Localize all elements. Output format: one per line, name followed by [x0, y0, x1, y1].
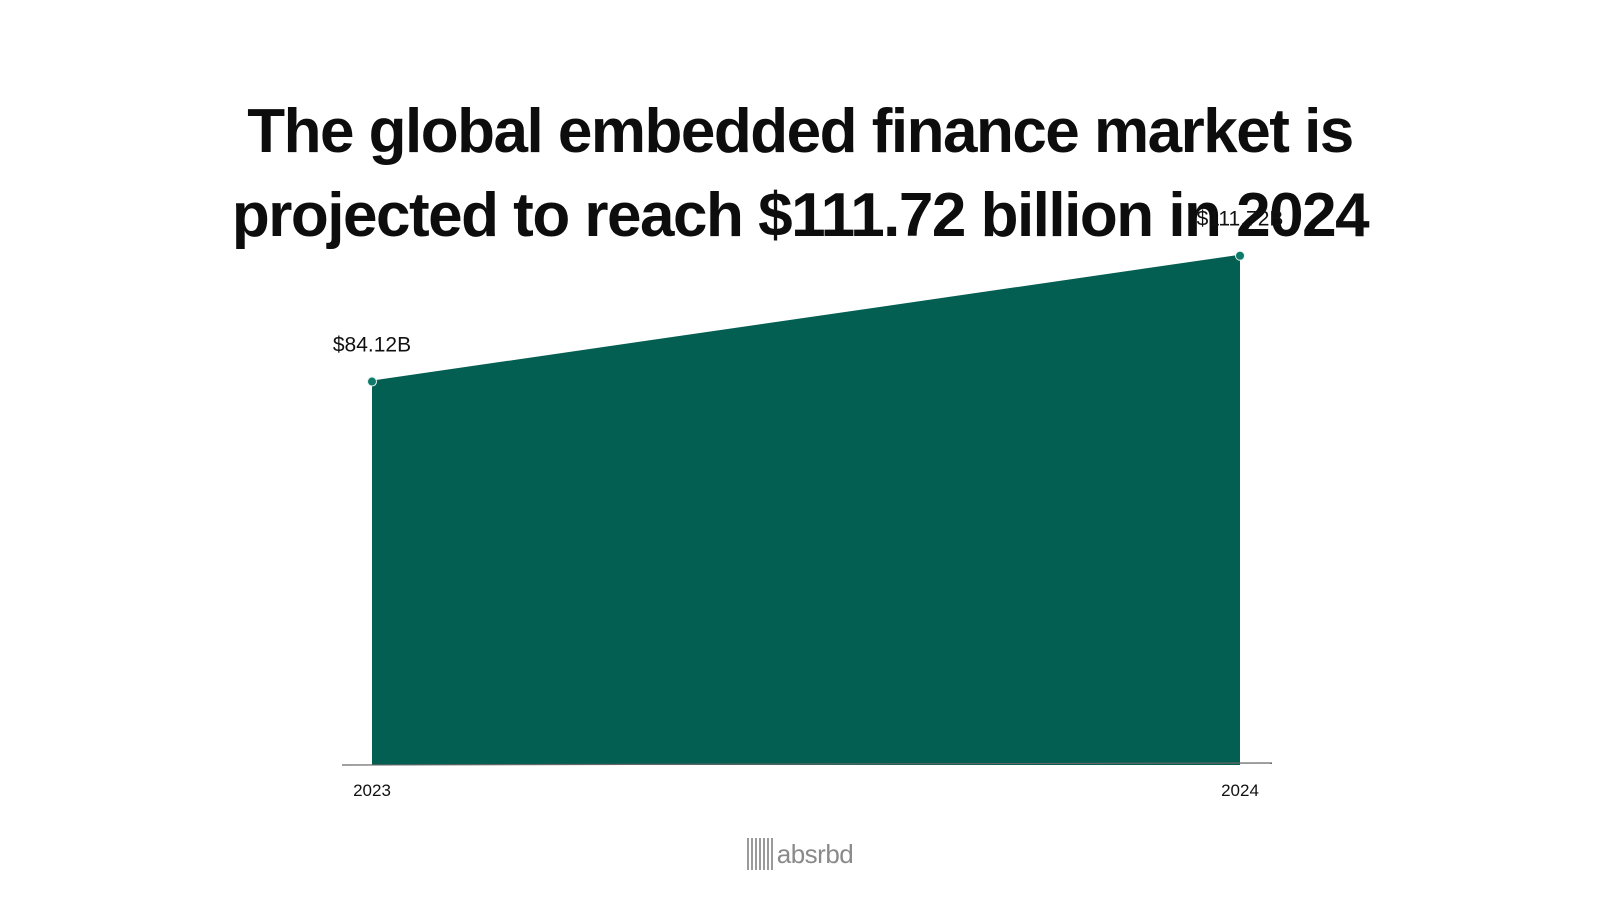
data-label: $84.12B — [333, 334, 411, 357]
x-tick-label: 2024 — [1221, 781, 1259, 800]
x-tick-label: 2023 — [353, 781, 391, 800]
area-series — [372, 255, 1240, 766]
data-label: $111.72B — [1197, 208, 1284, 231]
chart-title-line-2: projected to reach $111.72 billion in 20… — [231, 181, 1370, 250]
data-point — [367, 376, 377, 387]
chart-title-line-1: The global embedded finance market is — [247, 97, 1354, 166]
series-line — [371, 254, 1241, 383]
brand-name: absrbd — [776, 838, 854, 869]
data-point — [1235, 250, 1245, 261]
barcode-icon — [746, 838, 773, 870]
brand-logo: absrbd — [0, 838, 1600, 870]
chart-title: The global embedded finance market is pr… — [0, 90, 1600, 258]
x-axis-line — [341, 762, 1273, 766]
